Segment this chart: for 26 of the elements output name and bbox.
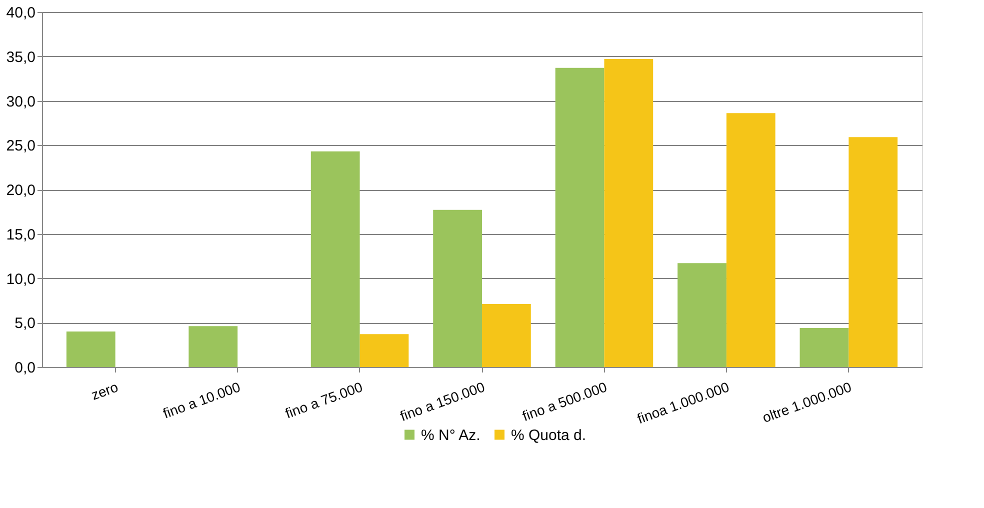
y-tick-label: 15,0 xyxy=(6,226,36,244)
y-tick-label: 25,0 xyxy=(6,138,36,155)
legend-label: % Quota d. xyxy=(511,426,586,444)
x-tick-label: zero xyxy=(89,378,120,403)
y-tick-label: 10,0 xyxy=(6,270,36,288)
bar xyxy=(848,137,898,367)
bar xyxy=(310,151,360,367)
x-tick-label: fino a 10.000 xyxy=(160,378,243,422)
bar xyxy=(66,332,116,367)
y-tick-label: 0,0 xyxy=(14,360,36,376)
bar xyxy=(433,210,482,367)
bar xyxy=(726,113,776,367)
y-tick-label: 35,0 xyxy=(6,48,36,66)
x-tick-label: fino a 75.000 xyxy=(283,378,365,422)
bar xyxy=(360,334,409,367)
y-tick-label: 30,0 xyxy=(6,93,36,110)
bar xyxy=(555,68,604,367)
y-tick-label: 5,0 xyxy=(14,315,36,332)
bar xyxy=(678,263,726,367)
bar xyxy=(482,304,531,367)
y-tick-label: 40,0 xyxy=(6,4,36,22)
y-tick-label: 20,0 xyxy=(6,182,36,199)
bar xyxy=(604,59,654,367)
bar xyxy=(188,326,238,367)
legend-label: % N° Az. xyxy=(421,426,480,444)
bar xyxy=(800,328,849,367)
